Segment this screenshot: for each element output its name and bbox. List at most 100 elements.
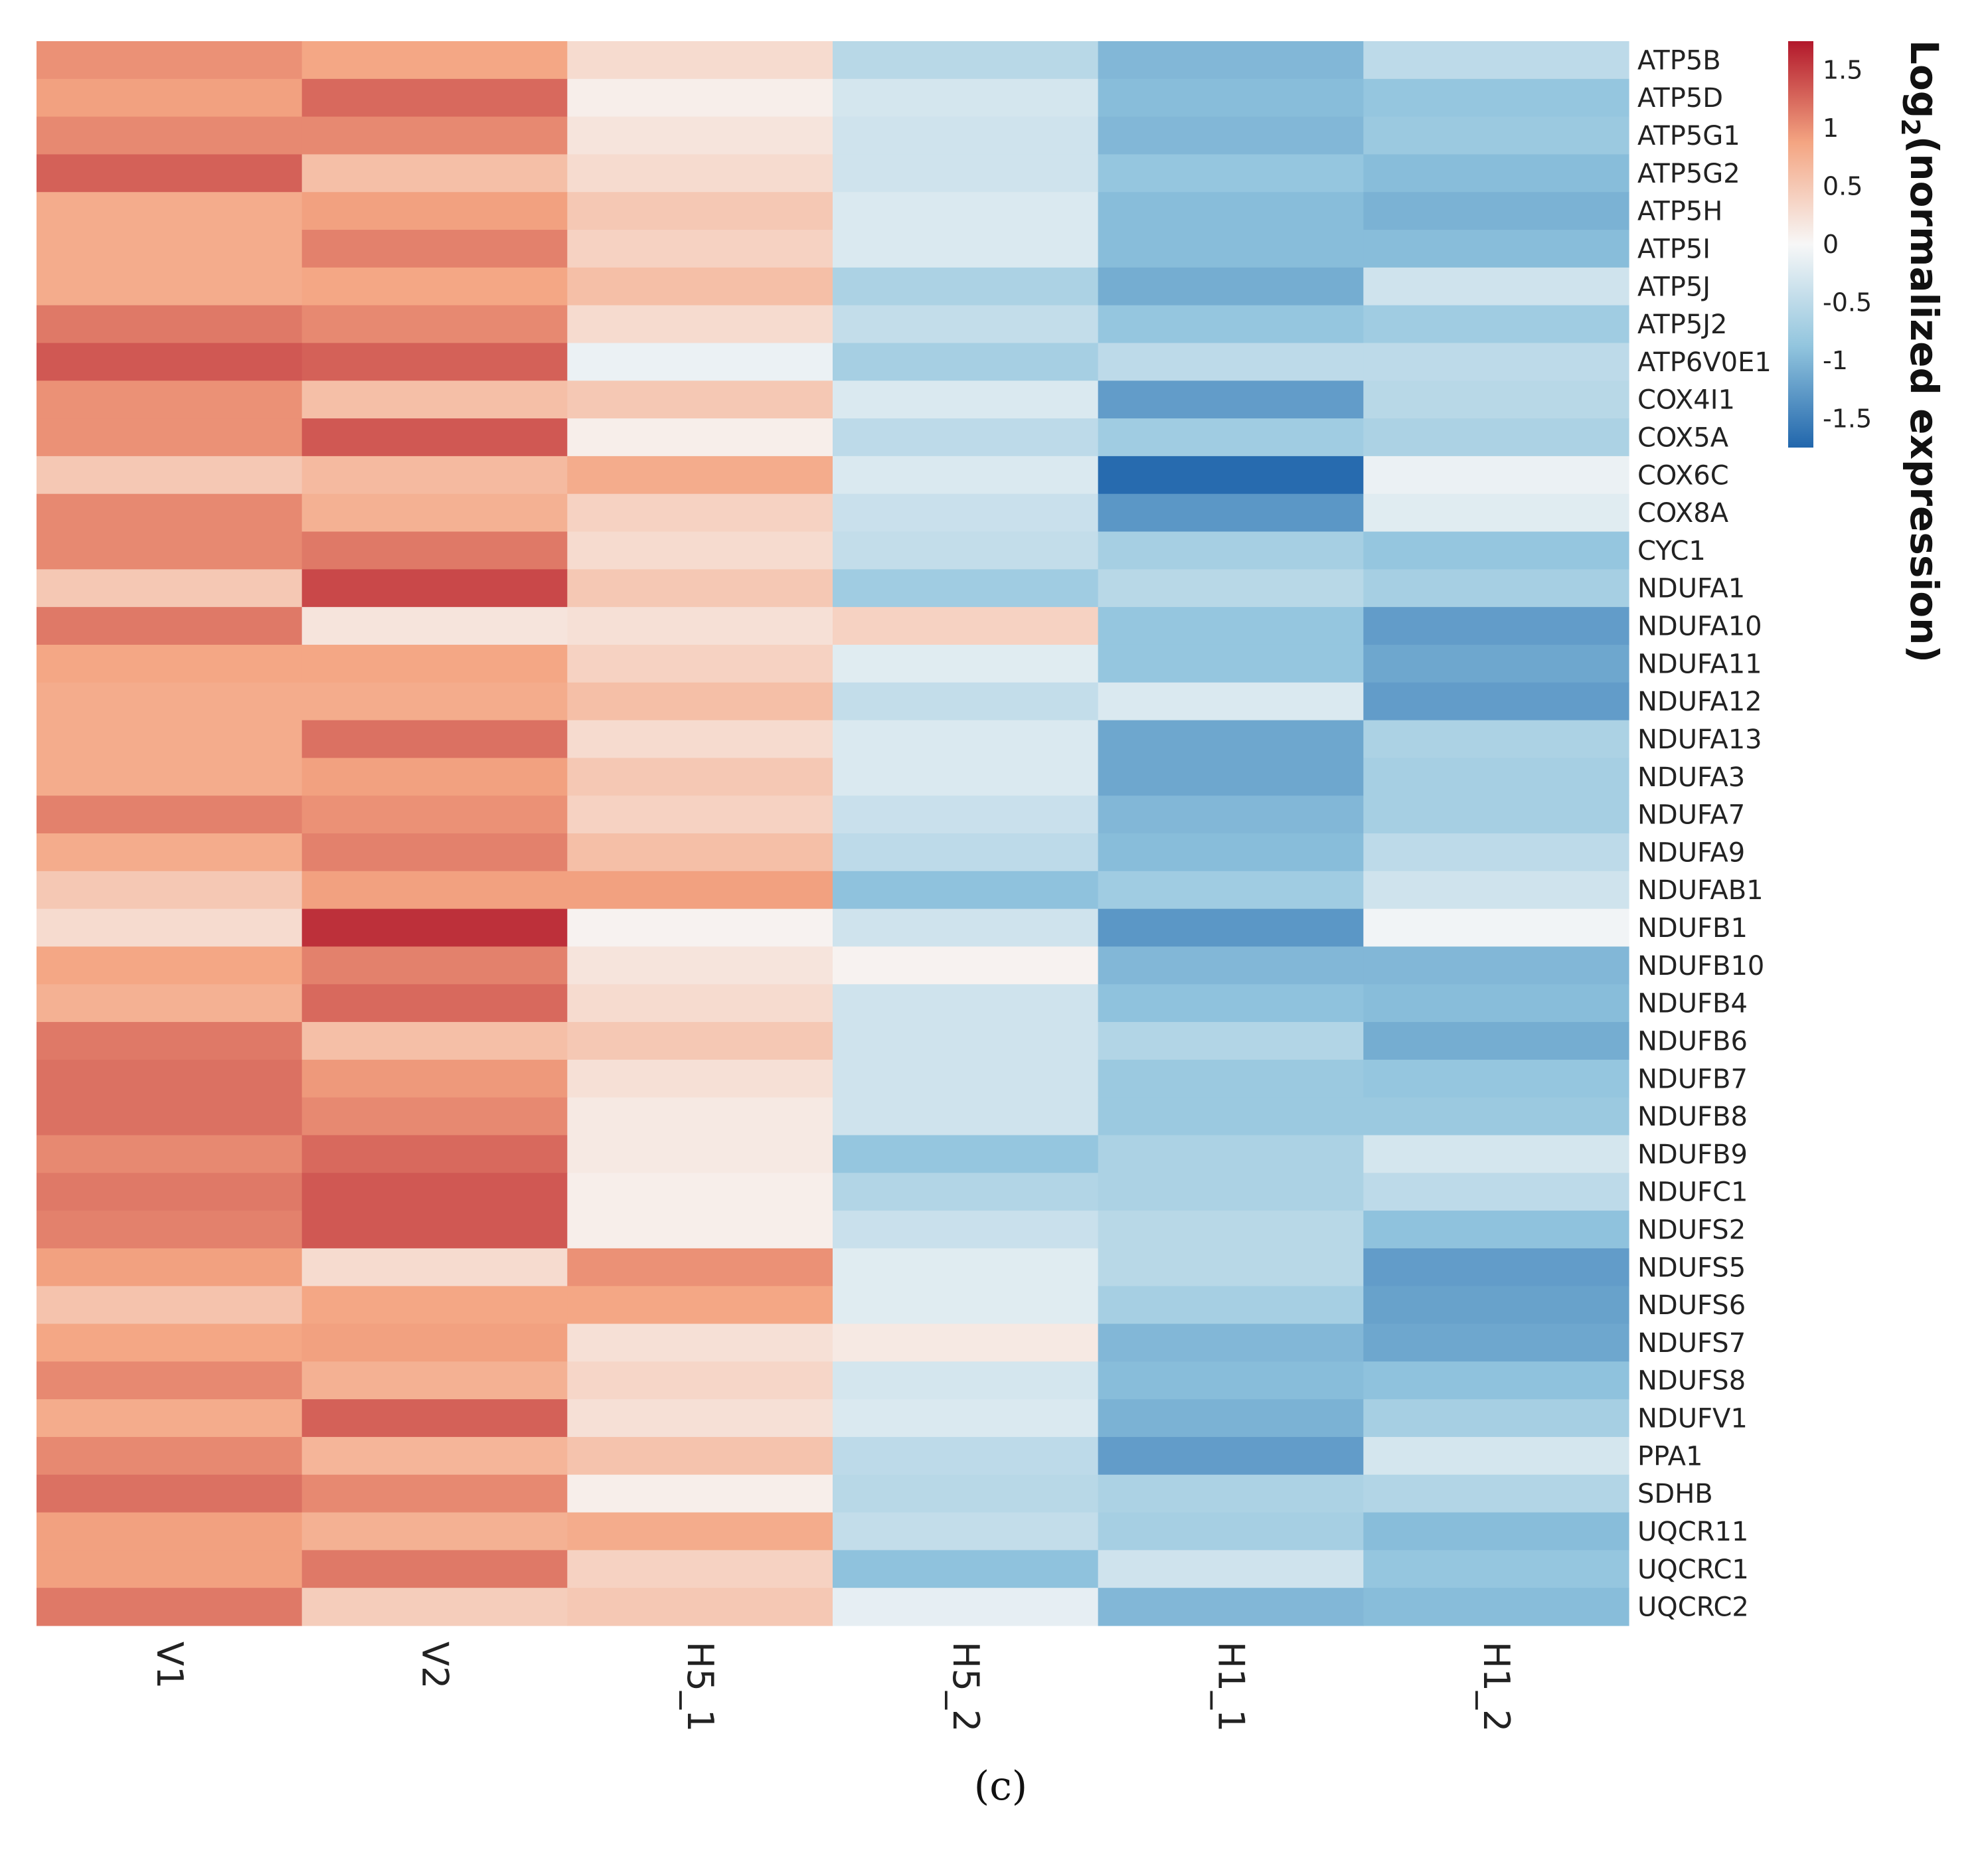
heatmap-cell (1098, 1097, 1364, 1136)
heatmap-cell (833, 984, 1099, 1023)
colorbar-tick-label: 0.5 (1823, 172, 1863, 201)
heatmap-cell (567, 1022, 833, 1060)
heatmap-cell (37, 192, 303, 230)
heatmap-cell (567, 1550, 833, 1588)
heatmap-cell (567, 78, 833, 118)
heatmap-cell (1098, 569, 1364, 608)
heatmap-cell (1098, 1323, 1364, 1362)
heatmap-cell (301, 1211, 568, 1249)
row-label: NDUFB6 (1637, 1026, 1748, 1056)
heatmap-cell (1098, 833, 1364, 872)
heatmap-cell (301, 569, 568, 608)
heatmap-cell (567, 796, 833, 834)
row-label: NDUFA12 (1637, 687, 1762, 717)
heatmap-cell (301, 305, 568, 344)
heatmap-cell (301, 380, 568, 419)
heatmap-cell (833, 1097, 1099, 1136)
heatmap-cells (37, 41, 1629, 1626)
heatmap-cell (1363, 1135, 1629, 1173)
heatmap-cell (833, 531, 1099, 570)
heatmap-cell (833, 116, 1099, 155)
heatmap-cell (833, 1436, 1099, 1476)
heatmap-cell (37, 154, 303, 193)
heatmap-cell (833, 1588, 1099, 1626)
heatmap-cell (833, 607, 1099, 645)
heatmap-cell (1098, 41, 1364, 80)
heatmap-cell (301, 1248, 568, 1287)
heatmap-cell (1098, 720, 1364, 758)
heatmap-cell (301, 78, 568, 118)
row-label: NDUFA3 (1637, 762, 1745, 793)
colorbar-gradient (1788, 41, 1813, 448)
heatmap-cell (1363, 1512, 1629, 1551)
heatmap-cell (833, 267, 1099, 306)
heatmap-cell (37, 569, 303, 608)
heatmap-cell (833, 1286, 1099, 1325)
heatmap-cell (1098, 418, 1364, 457)
heatmap-cell (1363, 456, 1629, 495)
heatmap-cell (567, 946, 833, 985)
row-label: ATP5D (1637, 83, 1723, 114)
heatmap-cell (567, 1399, 833, 1438)
heatmap-cell (1363, 380, 1629, 419)
heatmap-cell (1363, 531, 1629, 570)
row-label: UQCRC2 (1637, 1592, 1749, 1623)
heatmap-cell (301, 456, 568, 495)
heatmap-cell (1363, 418, 1629, 457)
heatmap-cell (37, 1474, 303, 1513)
heatmap-cell (301, 1059, 568, 1098)
heatmap-cell (833, 720, 1099, 758)
heatmap-cell (1098, 1361, 1364, 1400)
heatmap-cell (37, 456, 303, 495)
heatmap-cell (37, 1436, 303, 1476)
heatmap-cell (1363, 796, 1629, 834)
heatmap-cell (37, 267, 303, 306)
heatmap-cell (1098, 493, 1364, 533)
heatmap-cell (1363, 1399, 1629, 1438)
heatmap-cell (567, 682, 833, 721)
heatmap-cell (301, 644, 568, 683)
row-label: UQCRC1 (1637, 1555, 1749, 1585)
heatmap-cell (1098, 682, 1364, 721)
heatmap-cell (833, 1474, 1099, 1513)
column-label: H5_1 (679, 1642, 721, 1732)
heatmap-cell (1098, 1211, 1364, 1249)
heatmap-cell (833, 192, 1099, 230)
row-label: NDUFV1 (1637, 1404, 1748, 1434)
column-label: H1_1 (1210, 1642, 1252, 1732)
heatmap-cell (301, 1550, 568, 1588)
heatmap-cell (1098, 607, 1364, 645)
heatmap-cell (567, 720, 833, 758)
heatmap-cell (1363, 1248, 1629, 1287)
heatmap-cell (301, 946, 568, 985)
heatmap-cell (1098, 1436, 1364, 1476)
heatmap-cell (833, 1512, 1099, 1551)
heatmap-cell (37, 1361, 303, 1400)
heatmap-cell (833, 1211, 1099, 1249)
heatmap-cell (37, 41, 303, 80)
heatmap-cell (1363, 908, 1629, 948)
heatmap-cell (37, 78, 303, 118)
heatmap-cell (37, 871, 303, 910)
heatmap-cell (301, 833, 568, 872)
heatmap-cell (833, 946, 1099, 985)
heatmap-cell (1098, 78, 1364, 118)
heatmap-cell (567, 192, 833, 230)
heatmap-cell (301, 116, 568, 155)
heatmap-cell (1363, 758, 1629, 796)
row-label: SDHB (1637, 1479, 1713, 1509)
heatmap-cell (301, 192, 568, 230)
heatmap-cell (37, 116, 303, 155)
heatmap-cell (37, 380, 303, 419)
heatmap-cell (833, 78, 1099, 118)
heatmap-cell (37, 1512, 303, 1551)
heatmap-cell (833, 1059, 1099, 1098)
heatmap-cell (37, 493, 303, 533)
heatmap-cell (301, 1361, 568, 1400)
heatmap-cell (301, 1323, 568, 1362)
row-label: ATP6V0E1 (1637, 347, 1772, 378)
column-labels: V1 V2 H5_1 H5_2 H1_1 H1_2 (149, 1642, 1517, 1732)
heatmap-cell (1363, 1323, 1629, 1362)
colorbar-tick-label: 1 (1823, 114, 1839, 143)
